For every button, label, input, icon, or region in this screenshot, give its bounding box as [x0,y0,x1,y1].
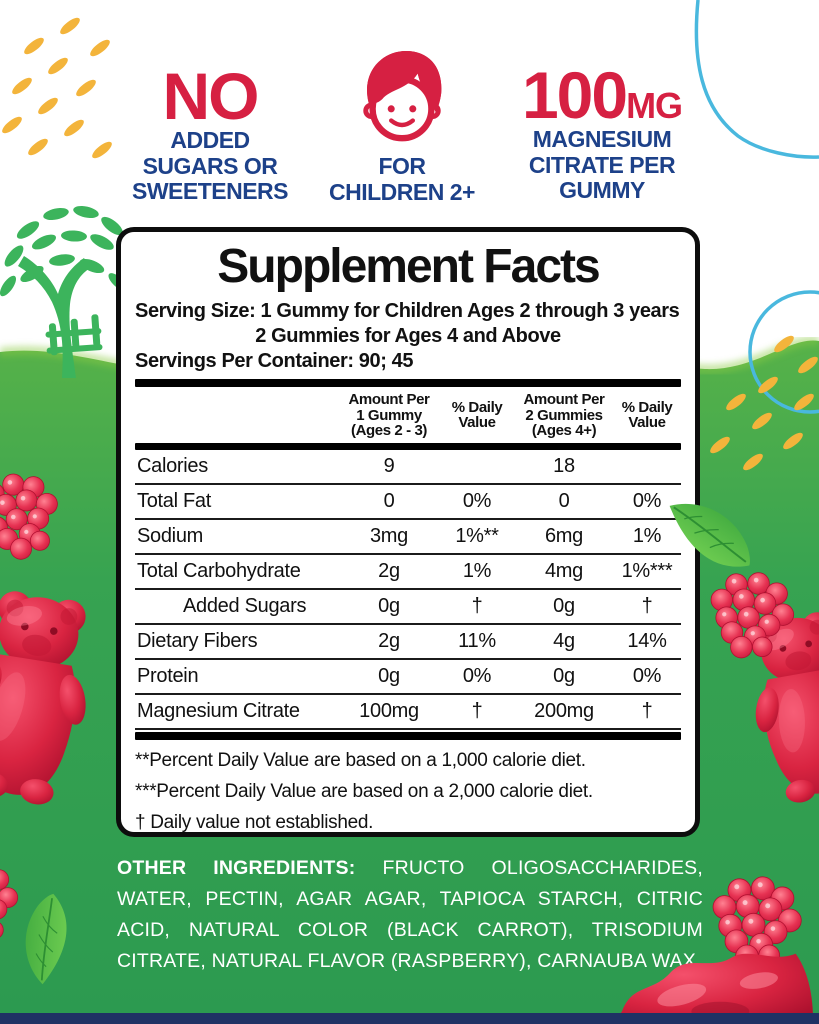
servings-per-container: Servings Per Container: 90; 45 [135,350,414,372]
bottom-navy-bar [0,1013,819,1024]
divider-thick [135,442,681,450]
no-added-sugars-badge: NO ADDED SUGARS OR SWEETENERS [118,59,302,205]
mg-unit: MG [626,85,683,126]
yellow-dots-topleft [0,15,115,161]
yellow-dots-right [707,333,819,473]
table-row: Magnesium Citrate 100mg † 200mg † [135,695,681,730]
panel-title: Supplement Facts [217,240,600,293]
table-row: Protein 0g 0% 0g 0% [135,660,681,695]
table-row: Calories 9 18 [135,450,681,485]
table-row: Added Sugars 0g † 0g † [135,590,681,625]
mg-amount: 100 [521,58,628,132]
divider-thick [135,379,681,387]
header-amount-2gummies: Amount Per 2 Gummies (Ages 4+) [523,391,605,439]
other-ingredients-label: OTHER INGREDIENTS: [117,857,356,879]
cyan-curve-decoration [694,0,819,159]
table-row: Dietary Fibers 2g 11% 4g 14% [135,625,681,660]
serving-size-line2: 2 Gummies for Ages 4 and Above [255,325,561,347]
footnotes: **Percent Daily Value are based on a 1,0… [135,745,681,838]
other-ingredients-text: FRUCTO OLIGOSACCHARIDES, WATER, PECTIN, … [117,857,704,972]
header-dv-2: % Daily Value [621,398,673,432]
table-row: Total Fat 0 0% 0 0% [135,485,681,520]
no-text: NO [162,59,260,133]
header-amount-1gummy: Amount Per 1 Gummy (Ages 2 - 3) [348,391,430,439]
footnote-2000: ***Percent Daily Value are based on a 2,… [135,780,593,802]
table-header-row: Amount Per 1 Gummy (Ages 2 - 3) % Daily … [135,387,681,443]
supplement-facts-panel: Supplement Facts Serving Size: 1 Gummy f… [116,227,700,837]
fence-illustration [45,314,103,356]
footnote-1000: **Percent Daily Value are based on a 1,0… [135,749,586,771]
magnesium-badge: 100 MG MAGNESIUM CITRATE PER GUMMY [521,58,683,203]
table-row: Sodium 3mg 1%** 6mg 1% [135,520,681,555]
footnote-dagger: † Daily value not established. [135,811,374,833]
for-children-badge: FOR CHILDREN 2+ [320,46,484,205]
divider-thick [135,731,681,740]
child-face-icon [363,51,442,142]
table-row: Total Carbohydrate 2g 1% 4mg 1%*** [135,555,681,590]
cyan-circle-decoration [748,290,819,414]
gummy-chunk-image [614,953,814,1024]
other-ingredients: OTHER INGREDIENTS: FRUCTO OLIGOSACCHARID… [117,853,703,977]
raspberry-image [701,564,801,667]
header-dv-1: % Daily Value [451,398,503,432]
serving-size-line1: Serving Size: 1 Gummy for Children Ages … [135,300,680,322]
